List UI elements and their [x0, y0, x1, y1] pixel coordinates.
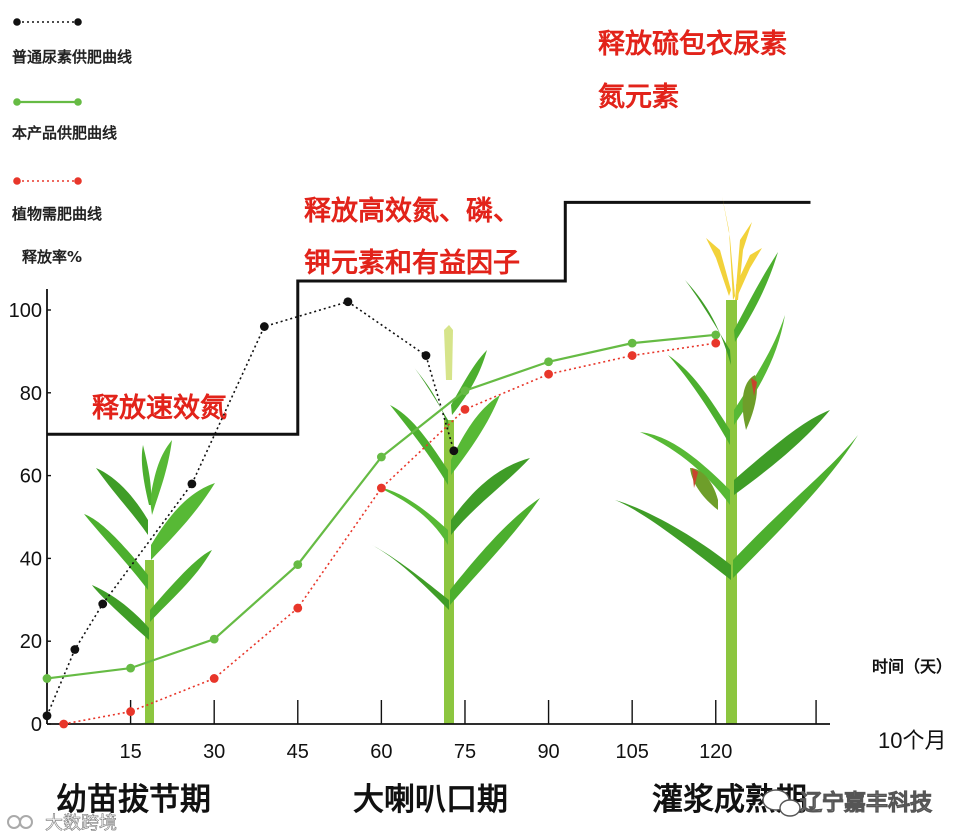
series-0-point-4: [259, 322, 269, 331]
series-1-point-4: [376, 452, 386, 462]
x-tick-label-3: 60: [370, 741, 392, 763]
y-tick-label-4: 80: [20, 383, 42, 405]
x-tick-label-6: 105: [615, 741, 648, 763]
x-tick-label-2: 45: [287, 741, 309, 763]
series-2-point-4: [376, 483, 386, 493]
release-phase-step-line: [47, 200, 811, 436]
series-0-point-1: [70, 645, 80, 654]
phase2-label-line1: 释放高效氮、磷、: [304, 195, 520, 227]
legend: 普通尿素供肥曲线 本产品供肥曲线 植物需肥曲线 释放率%: [12, 18, 132, 266]
legend-red-dot-end: [74, 177, 82, 185]
y-tick-label-5: 100: [9, 300, 42, 322]
x-tick-label-5: 90: [537, 741, 559, 763]
series-2-point-8: [711, 338, 721, 348]
x-tick-label-0: 15: [119, 741, 141, 763]
phase3-label-line2: 氮元素: [598, 82, 679, 113]
series-0-point-5: [343, 297, 353, 307]
watermark-left: 大数跨境: [7, 813, 117, 834]
watermark-right-text: 辽宁嘉丰科技: [800, 790, 933, 816]
series-2-point-0: [59, 719, 69, 729]
series-0-point-2: [98, 599, 108, 609]
series-0-point-7: [449, 446, 459, 456]
series-2-point-3: [293, 603, 303, 613]
series-1-point-8: [711, 330, 721, 340]
series-1-point-5: [460, 386, 470, 396]
series-1-point-3: [293, 560, 303, 570]
phase3-label-line1: 释放硫包衣尿素: [598, 28, 787, 60]
series-2-point-6: [544, 369, 553, 379]
watermark-left-text: 大数跨境: [45, 813, 117, 834]
x-tick-label-4: 75: [454, 741, 476, 763]
series-1-point-2: [209, 634, 219, 644]
y-axis-ticks: 0 20 40 60 80 100: [9, 300, 51, 736]
series-1-point-7: [627, 338, 637, 348]
series-line-2: [63, 342, 716, 725]
series-1-point-0: [42, 674, 52, 683]
y-tick-label-0: 0: [31, 714, 42, 736]
bell-stage-plant-illustration: [372, 325, 540, 724]
watermark-left-icon: [7, 815, 21, 829]
legend-green-dot-end: [74, 98, 82, 106]
y-tick-label-1: 20: [20, 631, 42, 653]
y-tick-label-2: 40: [20, 548, 42, 570]
phase1-label: 释放速效氮: [92, 392, 227, 424]
series-2-point-5: [460, 404, 470, 414]
series-0-point-6: [421, 351, 431, 360]
stage-label-seedling: 幼苗拔节期: [56, 782, 211, 818]
x-tick-label-7: 120: [699, 741, 732, 763]
legend-green-dot-start: [13, 98, 21, 106]
legend-black-dot-start: [13, 18, 21, 26]
series-1-point-1: [126, 663, 135, 673]
x-axis-ticks: 15 30 45 60 75 90 105 120: [119, 700, 817, 763]
series-line-0: [46, 300, 455, 717]
duration-label: 10个月: [878, 728, 946, 753]
series-2-point-1: [126, 707, 135, 716]
legend-red-label: 植物需肥曲线: [12, 205, 102, 223]
x-axis-title: 时间（天）: [872, 657, 952, 676]
seedling-plant-illustration: [84, 440, 215, 724]
series-2-point-7: [627, 351, 637, 360]
legend-black-dot-end: [74, 18, 82, 26]
series-2-point-2: [209, 674, 219, 683]
series-layer: [42, 297, 721, 729]
series-0-point-0: [42, 711, 52, 721]
stage-label-bell: 大喇叭口期: [353, 782, 508, 818]
y-axis-title: 释放率%: [22, 248, 82, 266]
x-tick-label-1: 30: [203, 741, 225, 763]
series-1-point-6: [544, 357, 553, 367]
y-tick-label-3: 60: [20, 466, 42, 488]
watermark-right: 辽宁嘉丰科技: [762, 789, 933, 817]
legend-green-label: 本产品供肥曲线: [12, 124, 117, 142]
legend-red-dot-start: [13, 177, 21, 185]
phase2-label-line2: 钾元素和有益因子: [304, 248, 520, 279]
legend-black-label: 普通尿素供肥曲线: [12, 48, 132, 66]
series-0-point-3: [187, 479, 197, 489]
mature-plant-illustration: [615, 196, 858, 724]
